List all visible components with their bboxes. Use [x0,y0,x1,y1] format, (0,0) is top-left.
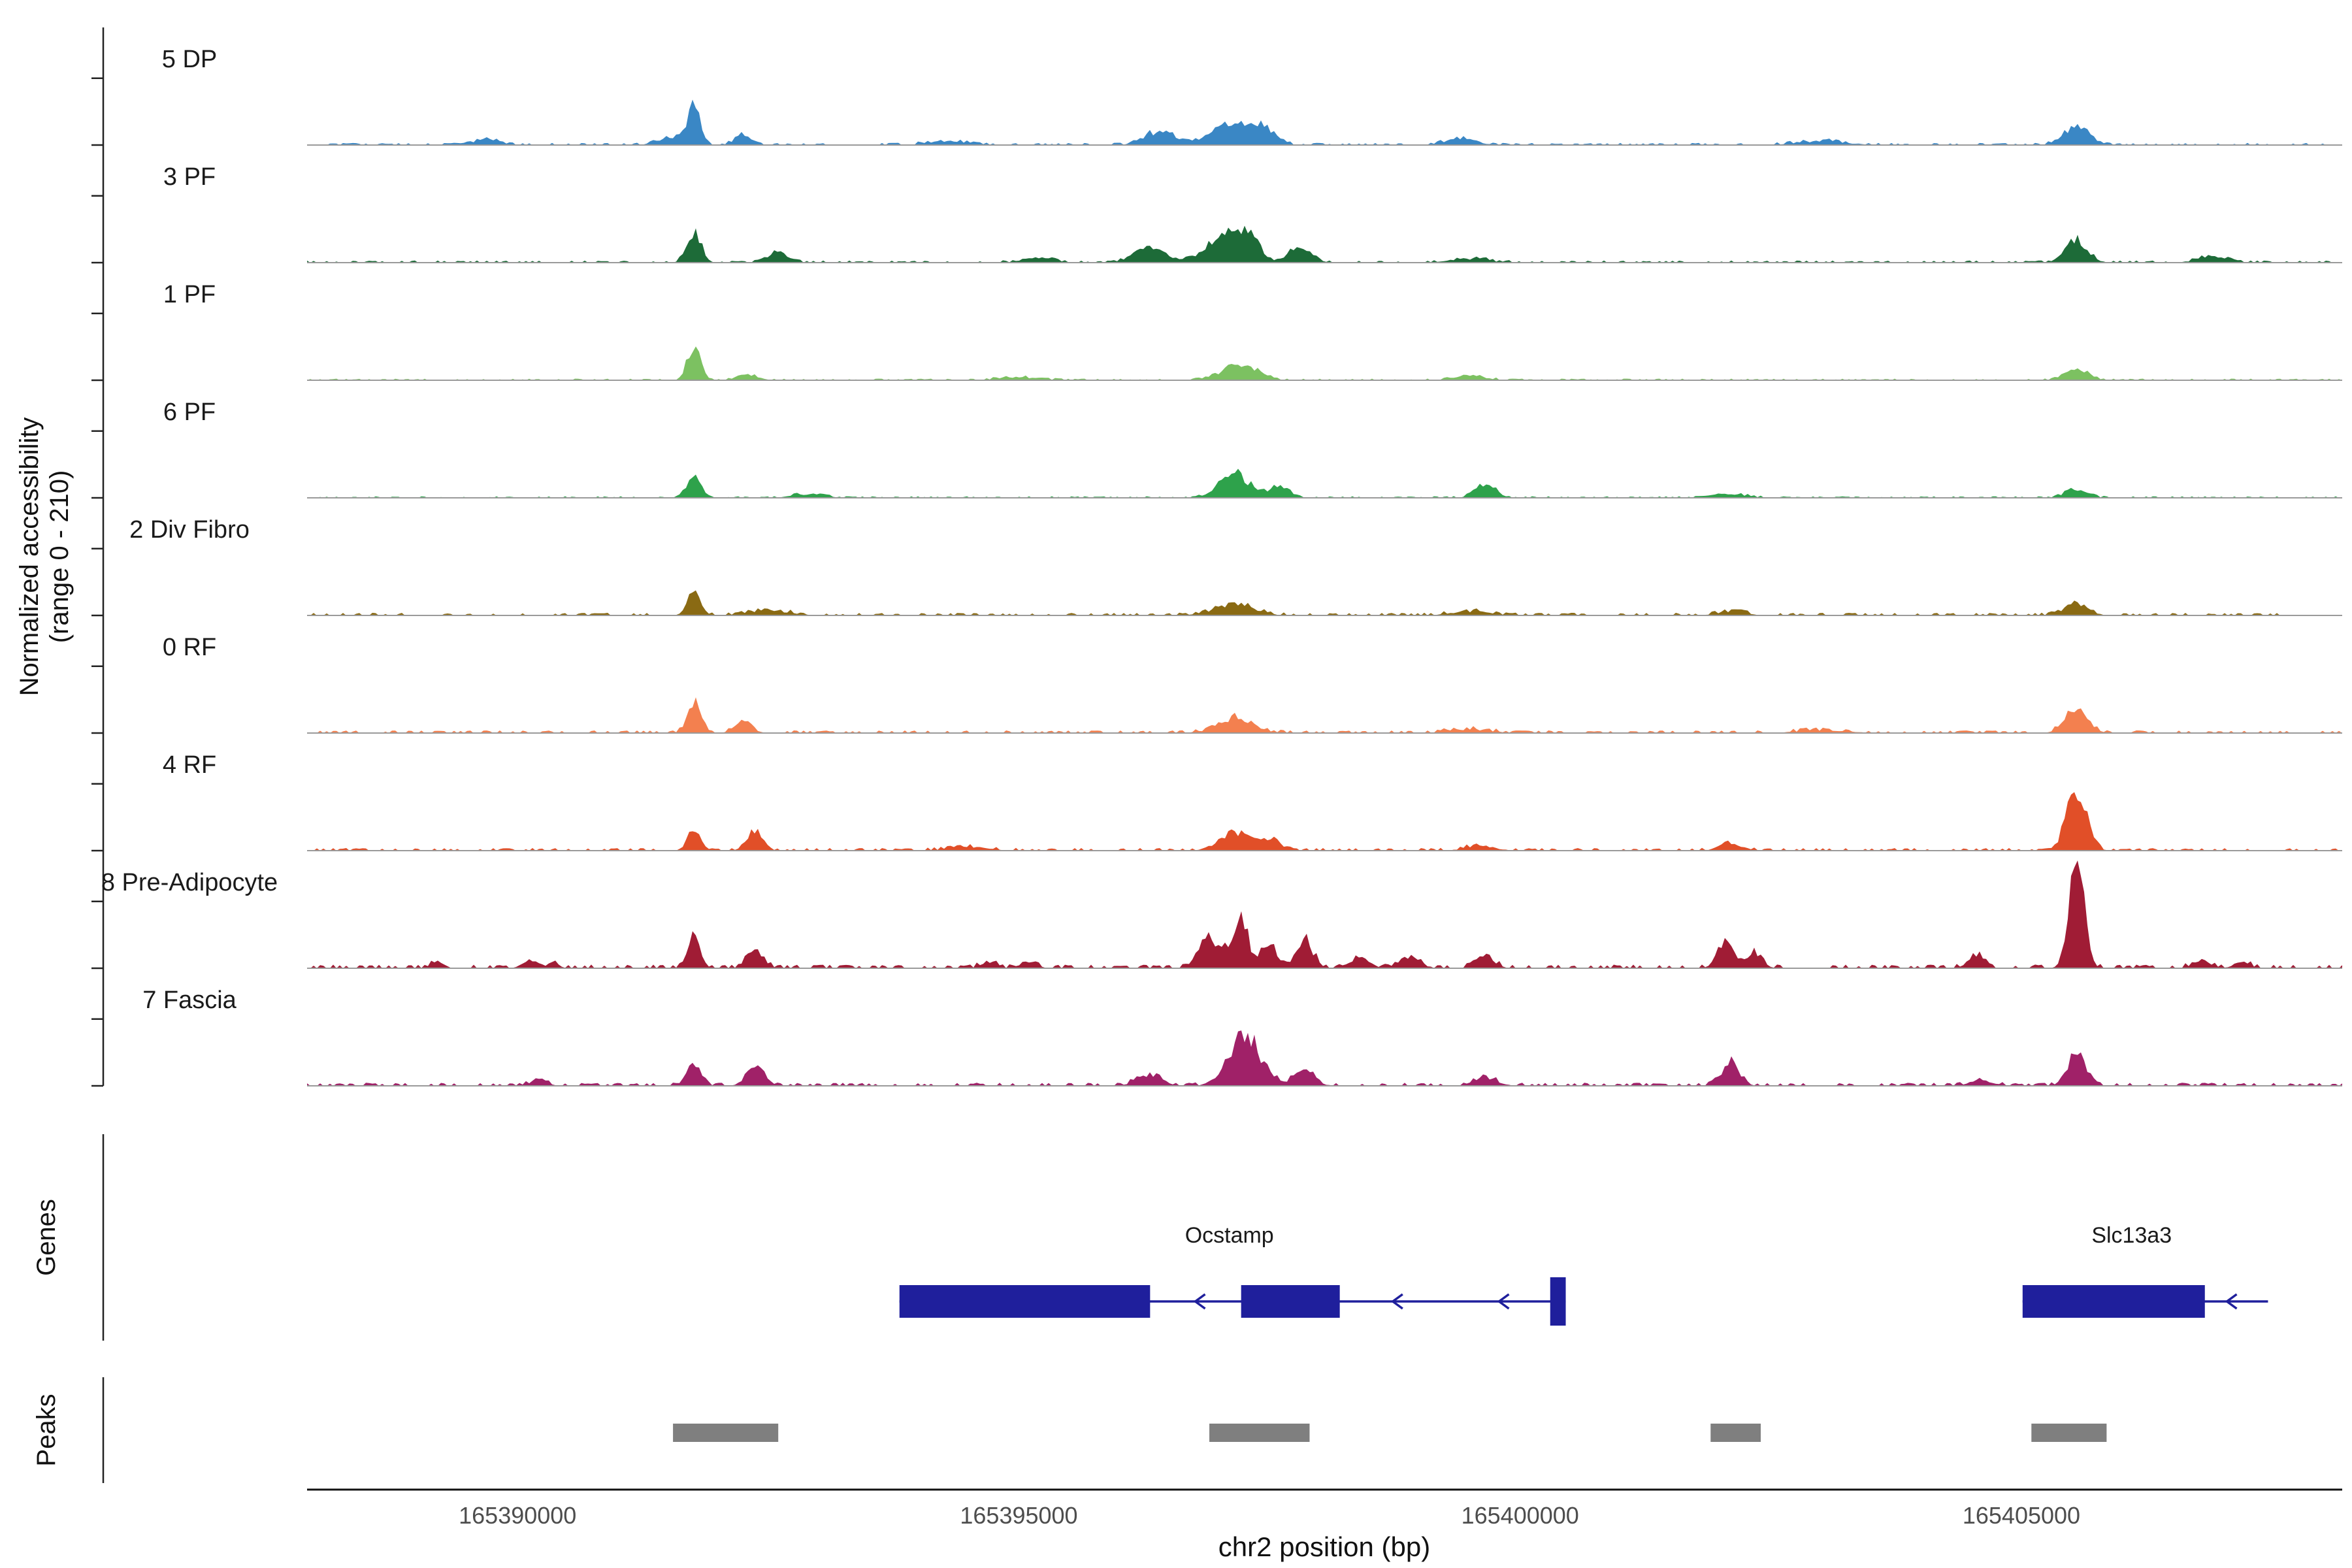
x-tick-label: 165390000 [459,1502,576,1529]
signal-track-1-pf: 1 PF [163,281,2342,381]
peaks-section-label: Peaks [32,1394,61,1466]
peaks-track [673,1424,2107,1442]
gene-exon [2022,1285,2205,1318]
strand-arrow-left [1193,1293,1206,1310]
signal-track-4-rf: 4 RF [163,751,2342,851]
peak-box [2031,1424,2107,1442]
strand-arrow-left [1497,1293,1510,1310]
gene-slc13a3: Slc13a3 [2022,1223,2268,1318]
track-label: 6 PF [163,399,216,426]
signal-area [307,1030,2342,1086]
signal-area [307,99,2342,145]
signal-area [307,468,2342,498]
y-axis-label-line1: Normalized accessibility [15,417,44,696]
signal-tracks: 5 DP 3 PF 1 PF 6 PF 2 Div Fibro 0 RF 4 RF 8 Pre… [101,46,2342,1086]
x-axis-title: chr2 position (bp) [1218,1531,1431,1562]
x-tick-label: 165395000 [960,1502,1077,1529]
signal-area [307,860,2342,968]
track-label: 2 Div Fibro [129,516,250,544]
genes-track: Ocstamp Slc13a3 [899,1223,2268,1326]
strand-arrow-left [1390,1293,1403,1310]
x-axis: 165390000 165395000 165400000 165405000 [307,1488,2342,1529]
x-tick-label: 165400000 [1462,1502,1579,1529]
peak-box [1209,1424,1310,1442]
signal-track-3-pf: 3 PF [163,163,2342,263]
track-label: 8 Pre-Adipocyte [101,869,278,896]
gene-exon [899,1285,1151,1318]
signal-track-5-dp: 5 DP [162,46,2342,146]
signal-track-0-rf: 0 RF [163,634,2342,734]
signal-area [307,225,2342,263]
y-axis-bracket [91,27,105,1483]
signal-area [307,346,2342,380]
track-label: 4 RF [163,751,216,779]
track-label: 5 DP [162,46,217,73]
track-label: 0 RF [163,634,216,661]
signal-area [307,792,2342,851]
peak-box [1710,1424,1761,1442]
strand-arrow-left [2225,1293,2238,1310]
gene-ocstamp: Ocstamp [899,1223,1566,1326]
peak-box [673,1424,779,1442]
signal-track-2-div-fibro: 2 Div Fibro [129,516,2342,616]
gene-exon [1241,1285,1340,1318]
genes-section-label: Genes [32,1199,61,1276]
signal-track-6-pf: 6 PF [163,399,2342,498]
gene-exon [1550,1277,1566,1326]
track-label: 7 Fascia [142,987,237,1014]
signal-track-8-pre-adipocyte: 8 Pre-Adipocyte [101,860,2342,969]
signal-track-7-fascia: 7 Fascia [142,987,2342,1086]
x-tick-label: 165405000 [1963,1502,2080,1529]
signal-area [307,590,2342,615]
y-axis-label-line2: (range 0 - 210) [45,470,74,644]
track-label: 3 PF [163,163,216,191]
gene-name-label: Slc13a3 [2091,1223,2172,1248]
signal-area [307,697,2342,733]
track-label: 1 PF [163,281,216,308]
gene-name-label: Ocstamp [1185,1223,1274,1248]
